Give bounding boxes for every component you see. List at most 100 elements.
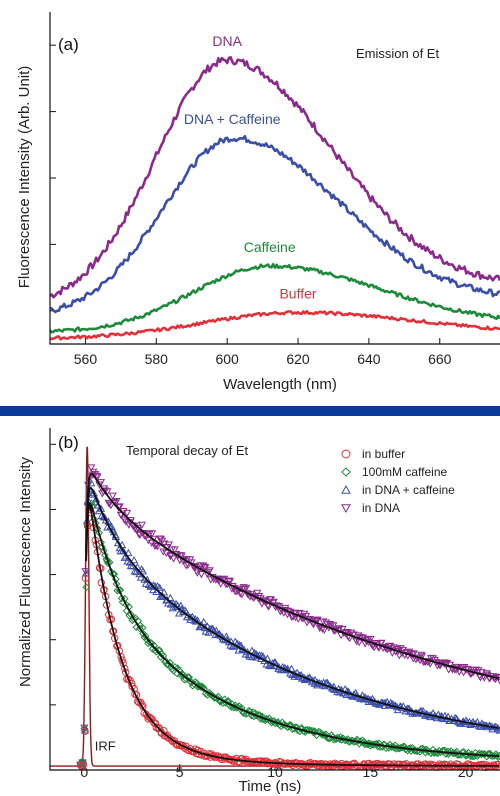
panel-b-data-point — [199, 617, 208, 626]
panel-b-data-point — [355, 694, 365, 702]
panel-b-data-point — [77, 758, 86, 766]
panel-b-data-point — [116, 547, 125, 555]
panel-b-data-point — [146, 638, 155, 647]
panel-b-axes — [49, 428, 500, 771]
panel-a-ticks: 560 580 600 620 640 660 — [50, 44, 452, 367]
panel-b-data-point — [396, 743, 405, 752]
panel-b-data-point — [395, 652, 404, 660]
panel-a-series-label: Caffeine — [244, 239, 296, 255]
panel-b-decay: (b) Temporal decay of Et Time (ns) Norma… — [0, 416, 500, 796]
panel-b-data-point — [477, 669, 486, 677]
panel-b-data-point — [197, 571, 206, 579]
panel-b-data-point — [120, 516, 129, 524]
panel-b-data-point — [204, 628, 213, 636]
panel-b-data-point — [391, 701, 400, 709]
panel-b-irf-label: IRF — [95, 738, 116, 753]
panel-a-curve-labels: DNA DNA + Caffeine Caffeine Buffer — [184, 33, 317, 301]
panel-b-legend-marker — [341, 467, 351, 477]
panel-b-data-point — [380, 740, 389, 749]
panel-b-data-point — [474, 667, 483, 675]
panel-b-data-point — [87, 479, 96, 487]
panel-a-title: Emission of Et — [356, 46, 439, 61]
panel-b-legend-marker — [341, 449, 351, 459]
panel-b-data-point — [443, 660, 452, 668]
panel-b-data-point — [108, 492, 117, 500]
panel-b-label: (b) — [58, 433, 79, 452]
panel-b-data-point — [195, 622, 204, 631]
panel-b-data-point — [159, 588, 169, 596]
panel-b-data-point — [222, 632, 231, 640]
panel-a-x-tick-label: 620 — [286, 351, 310, 367]
panel-b-data-point — [92, 495, 101, 503]
panel-b-data-point — [313, 616, 322, 624]
panel-b-data-point — [97, 538, 105, 547]
panel-b-data-point — [386, 740, 394, 749]
panel-b-data-point — [216, 580, 225, 588]
panel-b-data-point — [148, 530, 157, 538]
panel-b-legend-label: in DNA + caffeine — [362, 483, 455, 497]
panel-b-data-point — [164, 541, 174, 549]
panel-b-data-point — [98, 543, 107, 551]
panel-b-data-point — [134, 531, 143, 539]
panel-b-data-point — [126, 610, 135, 619]
panel-a-y-axis-title: Fluorescence Intensity (Arb. Unit) — [16, 66, 33, 289]
panel-b-data-point — [132, 567, 141, 576]
panel-b-data-point — [396, 645, 405, 653]
panel-b-data-point — [117, 594, 126, 603]
panel-b-fit-line — [85, 502, 500, 758]
panel-b-data-point — [130, 555, 139, 564]
panel-b-data-point — [495, 751, 500, 760]
panel-a-x-axis-title: Wavelength (nm) — [223, 376, 337, 393]
panel-b-data-point — [352, 638, 361, 646]
panel-b-data-point — [377, 639, 386, 648]
panel-b-data-point — [123, 509, 132, 518]
panel-a-x-tick-label: 660 — [428, 351, 452, 367]
panel-b-data-point — [305, 726, 314, 734]
panel-b-data-point — [115, 503, 124, 511]
panel-b-fit-line — [85, 473, 500, 680]
panel-b-data-point — [182, 562, 191, 570]
panel-b-data-point — [311, 675, 320, 684]
panel-b-data-point — [443, 747, 452, 756]
panel-b-data-point — [311, 728, 319, 736]
panel-b-data-point — [337, 759, 346, 768]
panel-b-data-point — [93, 473, 102, 481]
panel-a-series-line — [49, 135, 500, 314]
panel-b-data-point — [246, 707, 254, 716]
panel-b-data-point — [329, 622, 338, 630]
panel-b-data-point — [220, 575, 229, 584]
panel-b-data-point — [96, 479, 106, 487]
panel-b-data-point — [175, 740, 184, 749]
panel-b-data-point — [170, 546, 179, 554]
panel-b-data-point — [81, 727, 89, 735]
panel-b-x-axis-title: Time (ns) — [239, 778, 302, 795]
panel-b-data-point — [297, 724, 306, 732]
panel-a-x-tick-label: 640 — [357, 351, 381, 367]
panel-b-data-point — [106, 502, 115, 510]
panel-b-data-point — [406, 744, 415, 752]
panel-b-data-point — [199, 562, 208, 570]
panel-b-legend-label: in buffer — [362, 447, 405, 461]
panel-b-data-point — [475, 749, 484, 758]
panel-b-data-point — [124, 548, 133, 557]
panel-b-data-point — [320, 626, 329, 635]
panel-a-series-label: Buffer — [279, 285, 316, 301]
panel-b-data-point — [135, 531, 145, 540]
panel-b-fit-line — [85, 486, 500, 729]
panel-b-data-point — [494, 760, 500, 769]
panel-b-data-point — [237, 591, 246, 599]
panel-b-data-point — [349, 631, 358, 639]
panel-b-data-point — [89, 468, 98, 477]
panel-b-data-point — [478, 749, 486, 758]
panel-b-data-point — [104, 559, 112, 568]
panel-a-emission: (a) Emission of Et Wavelength (nm) Fluor… — [0, 0, 500, 406]
panel-a-x-tick-label: 600 — [215, 351, 239, 367]
panel-b-fit-line — [85, 501, 499, 767]
panel-b-data-point — [112, 580, 121, 588]
panel-b-data-point — [81, 569, 90, 577]
panel-b-data-point — [182, 675, 191, 683]
panel-b-fit-lines — [85, 473, 500, 767]
panel-b-data-point — [162, 657, 170, 666]
panel-b-title: Temporal decay of Et — [126, 443, 249, 458]
